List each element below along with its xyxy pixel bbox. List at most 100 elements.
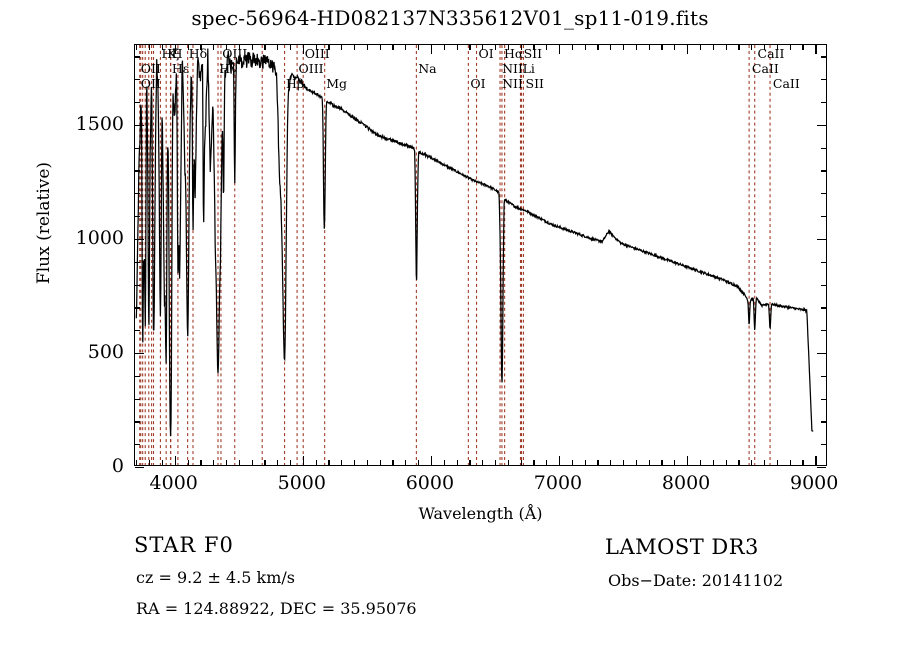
axis-tick xyxy=(817,467,826,469)
axis-tick xyxy=(456,460,458,465)
axis-tick xyxy=(277,45,279,50)
axis-tick xyxy=(238,460,240,465)
axis-tick xyxy=(392,45,394,50)
axis-tick xyxy=(443,45,445,50)
axis-tick xyxy=(135,352,144,355)
axis-tick xyxy=(494,45,497,50)
spectral-line-label: OII xyxy=(140,76,161,91)
axis-tick xyxy=(699,460,702,465)
survey-name-text: LAMOST DR3 xyxy=(605,535,759,559)
axis-tick xyxy=(776,45,778,50)
axis-tick xyxy=(674,45,676,50)
axis-tick xyxy=(802,45,804,50)
axis-tick xyxy=(635,45,638,50)
redshift-velocity-text: cz = 9.2 ± 4.5 km/s xyxy=(136,568,295,587)
axis-tick xyxy=(174,456,177,465)
spectrum-trace xyxy=(135,48,814,437)
axis-tick xyxy=(520,45,522,50)
axis-tick xyxy=(661,45,663,50)
axis-tick xyxy=(135,193,140,195)
axis-tick xyxy=(482,45,484,50)
axis-tick xyxy=(776,460,778,465)
axis-tick xyxy=(610,460,612,465)
axis-tick xyxy=(251,460,253,465)
axis-tick xyxy=(135,102,140,104)
y-tick-label: 0 xyxy=(111,455,124,477)
axis-tick xyxy=(507,460,509,465)
y-tick-label: 1500 xyxy=(75,112,124,135)
axis-tick xyxy=(533,460,535,465)
axis-tick xyxy=(482,460,484,465)
axis-tick xyxy=(149,45,151,50)
axis-tick xyxy=(328,45,330,50)
axis-tick xyxy=(187,45,189,50)
spectral-line-label: H xyxy=(171,46,183,61)
spectral-line-label: SII xyxy=(525,76,544,91)
axis-tick xyxy=(571,460,573,465)
spectral-line-label: Hδ xyxy=(188,46,208,61)
y-axis-title: Flux (relative) xyxy=(34,161,54,285)
plot-area xyxy=(135,45,826,465)
axis-tick xyxy=(379,460,381,465)
axis-tick xyxy=(405,460,407,465)
axis-tick xyxy=(328,460,330,465)
axis-tick xyxy=(817,238,826,241)
plot-frame xyxy=(134,44,827,469)
axis-tick xyxy=(238,45,240,50)
axis-tick xyxy=(430,45,433,54)
axis-tick xyxy=(712,45,714,50)
axis-tick xyxy=(699,45,702,50)
axis-tick xyxy=(136,460,138,465)
axis-tick xyxy=(200,460,202,465)
axis-tick xyxy=(135,124,144,127)
axis-tick xyxy=(623,460,625,465)
axis-tick xyxy=(558,45,561,54)
axis-tick xyxy=(725,460,727,465)
axis-tick xyxy=(507,45,509,50)
axis-tick xyxy=(264,460,266,465)
axis-tick xyxy=(225,460,228,465)
axis-tick xyxy=(821,284,826,286)
spectral-line-label: OIII xyxy=(304,46,330,61)
axis-tick xyxy=(821,170,826,172)
axis-tick xyxy=(469,45,471,50)
spectral-line-label: K xyxy=(167,46,177,61)
spectral-line-label: OIII xyxy=(222,46,248,61)
axis-tick xyxy=(821,421,826,423)
axis-tick xyxy=(584,460,586,465)
axis-tick xyxy=(289,460,292,465)
spectral-line-label: CaII xyxy=(757,46,785,61)
axis-tick xyxy=(623,45,625,50)
axis-tick xyxy=(648,460,650,465)
axis-tick xyxy=(161,45,164,50)
spectral-line-label: Hα xyxy=(504,46,524,61)
axis-tick xyxy=(341,45,343,50)
coordinates-text: RA = 124.88922, DEC = 35.95076 xyxy=(136,599,417,618)
y-tick-label: 500 xyxy=(87,340,124,363)
axis-tick xyxy=(802,460,804,465)
axis-tick xyxy=(135,170,140,172)
y-tick-label: 1000 xyxy=(75,226,124,249)
axis-tick xyxy=(135,284,140,286)
axis-tick xyxy=(687,45,689,54)
axis-tick xyxy=(763,460,766,465)
axis-tick xyxy=(264,45,266,50)
plot-title: spec-56964-HD082137N335612V01_sp11-019.f… xyxy=(191,6,709,30)
axis-tick xyxy=(149,460,151,465)
axis-tick xyxy=(456,45,458,50)
axis-tick xyxy=(135,147,140,149)
axis-tick xyxy=(135,56,140,58)
axis-tick xyxy=(418,45,420,50)
axis-tick xyxy=(821,193,826,195)
axis-tick xyxy=(821,307,826,309)
axis-tick xyxy=(302,456,305,465)
axis-tick xyxy=(341,460,343,465)
axis-tick xyxy=(821,398,826,400)
axis-tick xyxy=(379,45,381,50)
spectral-line-label: Mg xyxy=(326,76,348,91)
x-tick-label: 5000 xyxy=(277,472,326,494)
axis-tick xyxy=(558,456,561,465)
axis-tick xyxy=(817,352,826,355)
axis-tick xyxy=(821,330,826,332)
